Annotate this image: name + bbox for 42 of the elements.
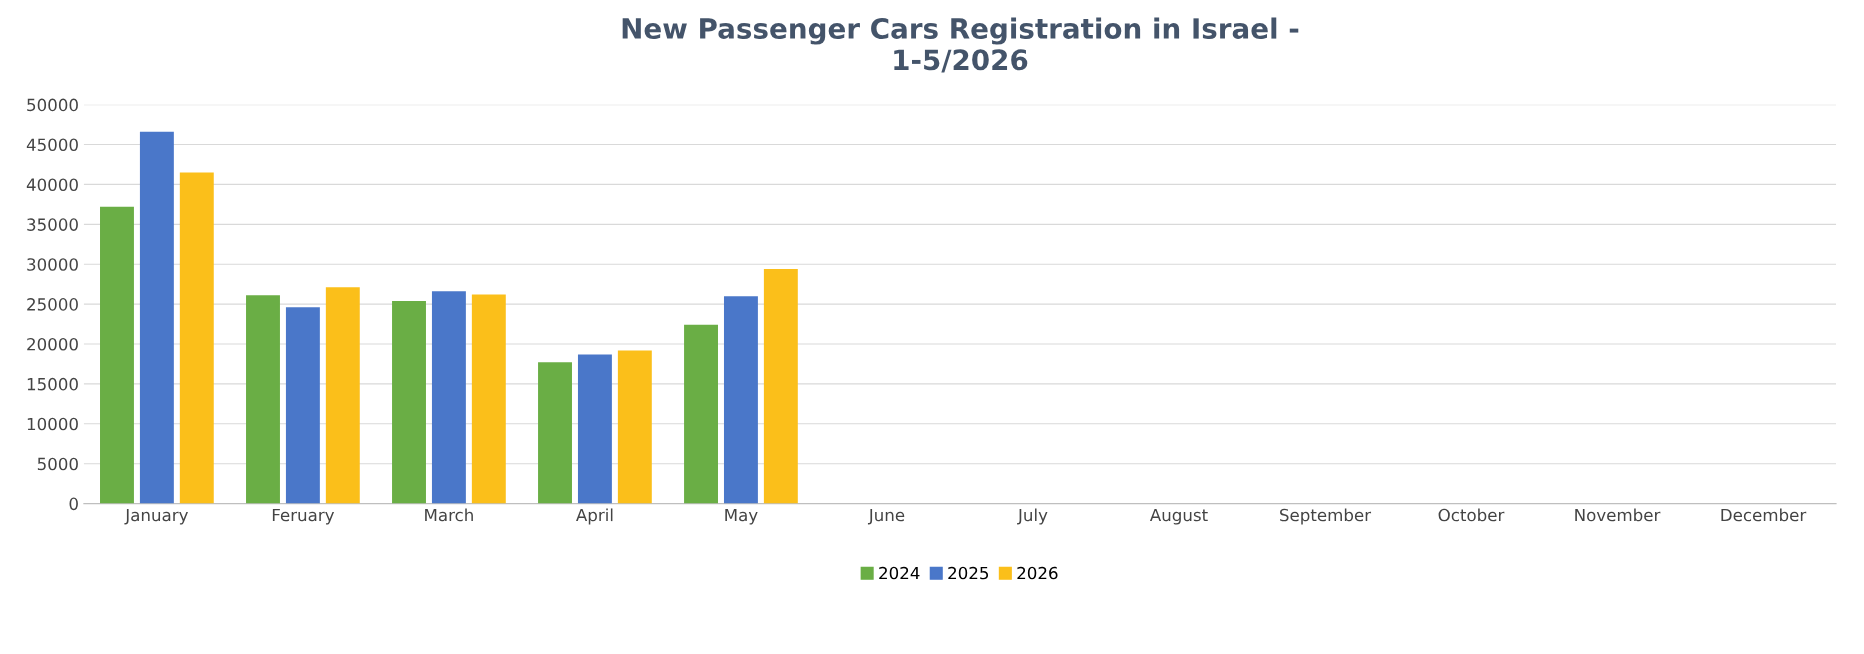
legend-label: 2025 [948,566,989,580]
y-tick-label: 25000 [27,298,78,311]
y-tick-label: 5000 [37,457,78,471]
legend-label: 2026 [1017,566,1058,580]
y-tick-label: 40000 [26,178,78,191]
y-tick-label: 30000 [27,258,78,271]
x-tick-label: May [725,508,758,525]
bar [392,300,426,504]
chart-title: New Passenger Cars Registration in Israel - 1-5/2026 [622,17,1299,73]
bar [139,131,174,504]
x-tick-label: March [425,508,473,522]
bar [538,362,572,504]
bar [684,324,718,504]
bar [763,269,798,504]
bar [431,291,466,504]
bar [100,206,134,504]
x-tick-label: August [1149,508,1208,525]
bar [723,296,758,504]
x-tick-label: April [576,508,613,525]
x-tick-label: July [1017,508,1048,525]
bar [179,172,214,504]
y-tick-label: 20000 [27,337,78,351]
y-tick-label: 15000 [27,377,78,391]
y-tick-label: 35000 [27,218,78,231]
y-tick-label: 0 [69,497,78,511]
bar [577,354,612,504]
bar [285,307,320,504]
x-tick-label: Feruary [272,508,335,525]
y-tick-label: 50000 [27,98,78,112]
x-tick-label: January [124,508,188,525]
y-tick-label: 45000 [26,138,78,152]
x-tick-label: June [867,508,905,525]
y-tick-label: 10000 [27,417,78,431]
x-tick-label: November [1575,508,1661,522]
x-tick-label: September [1280,508,1372,525]
bar [471,294,506,504]
legend-label: 2024 [879,566,920,580]
x-tick-label: October [1438,508,1505,522]
bar [617,350,652,504]
bar [325,287,360,504]
bar [246,295,280,504]
x-tick-label: December [1721,508,1807,522]
